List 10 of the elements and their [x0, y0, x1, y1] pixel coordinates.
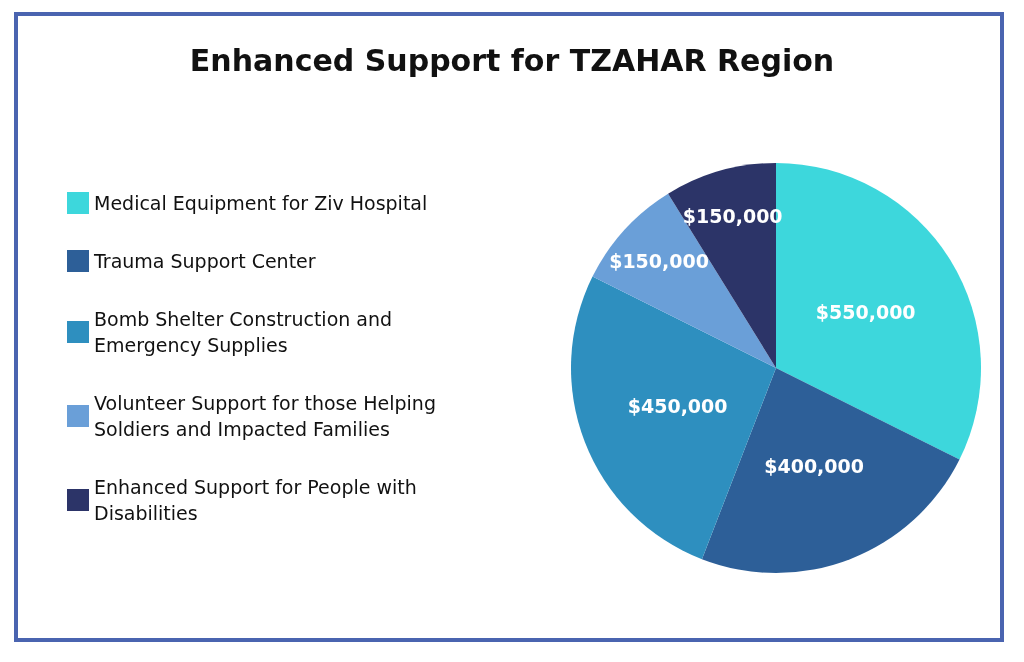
chart-title: Enhanced Support for TZAHAR Region — [189, 42, 835, 78]
legend-label: Volunteer Support for those Helping Soldiers and Impacted Families — [94, 392, 442, 440]
data-label: $450,000 — [627, 395, 728, 418]
data-label: $400,000 — [764, 455, 864, 478]
data-label: $150,000 — [609, 250, 709, 273]
data-label: $550,000 — [815, 301, 916, 324]
legend-label: Bomb Shelter Construction and Emergency Supplies — [94, 308, 399, 356]
legend-label: Enhanced Support for People with Disabilities — [94, 476, 423, 524]
legend-label: Trauma Support Center — [93, 250, 316, 272]
legend-label: Medical Equipment for Ziv Hospital — [94, 192, 428, 214]
